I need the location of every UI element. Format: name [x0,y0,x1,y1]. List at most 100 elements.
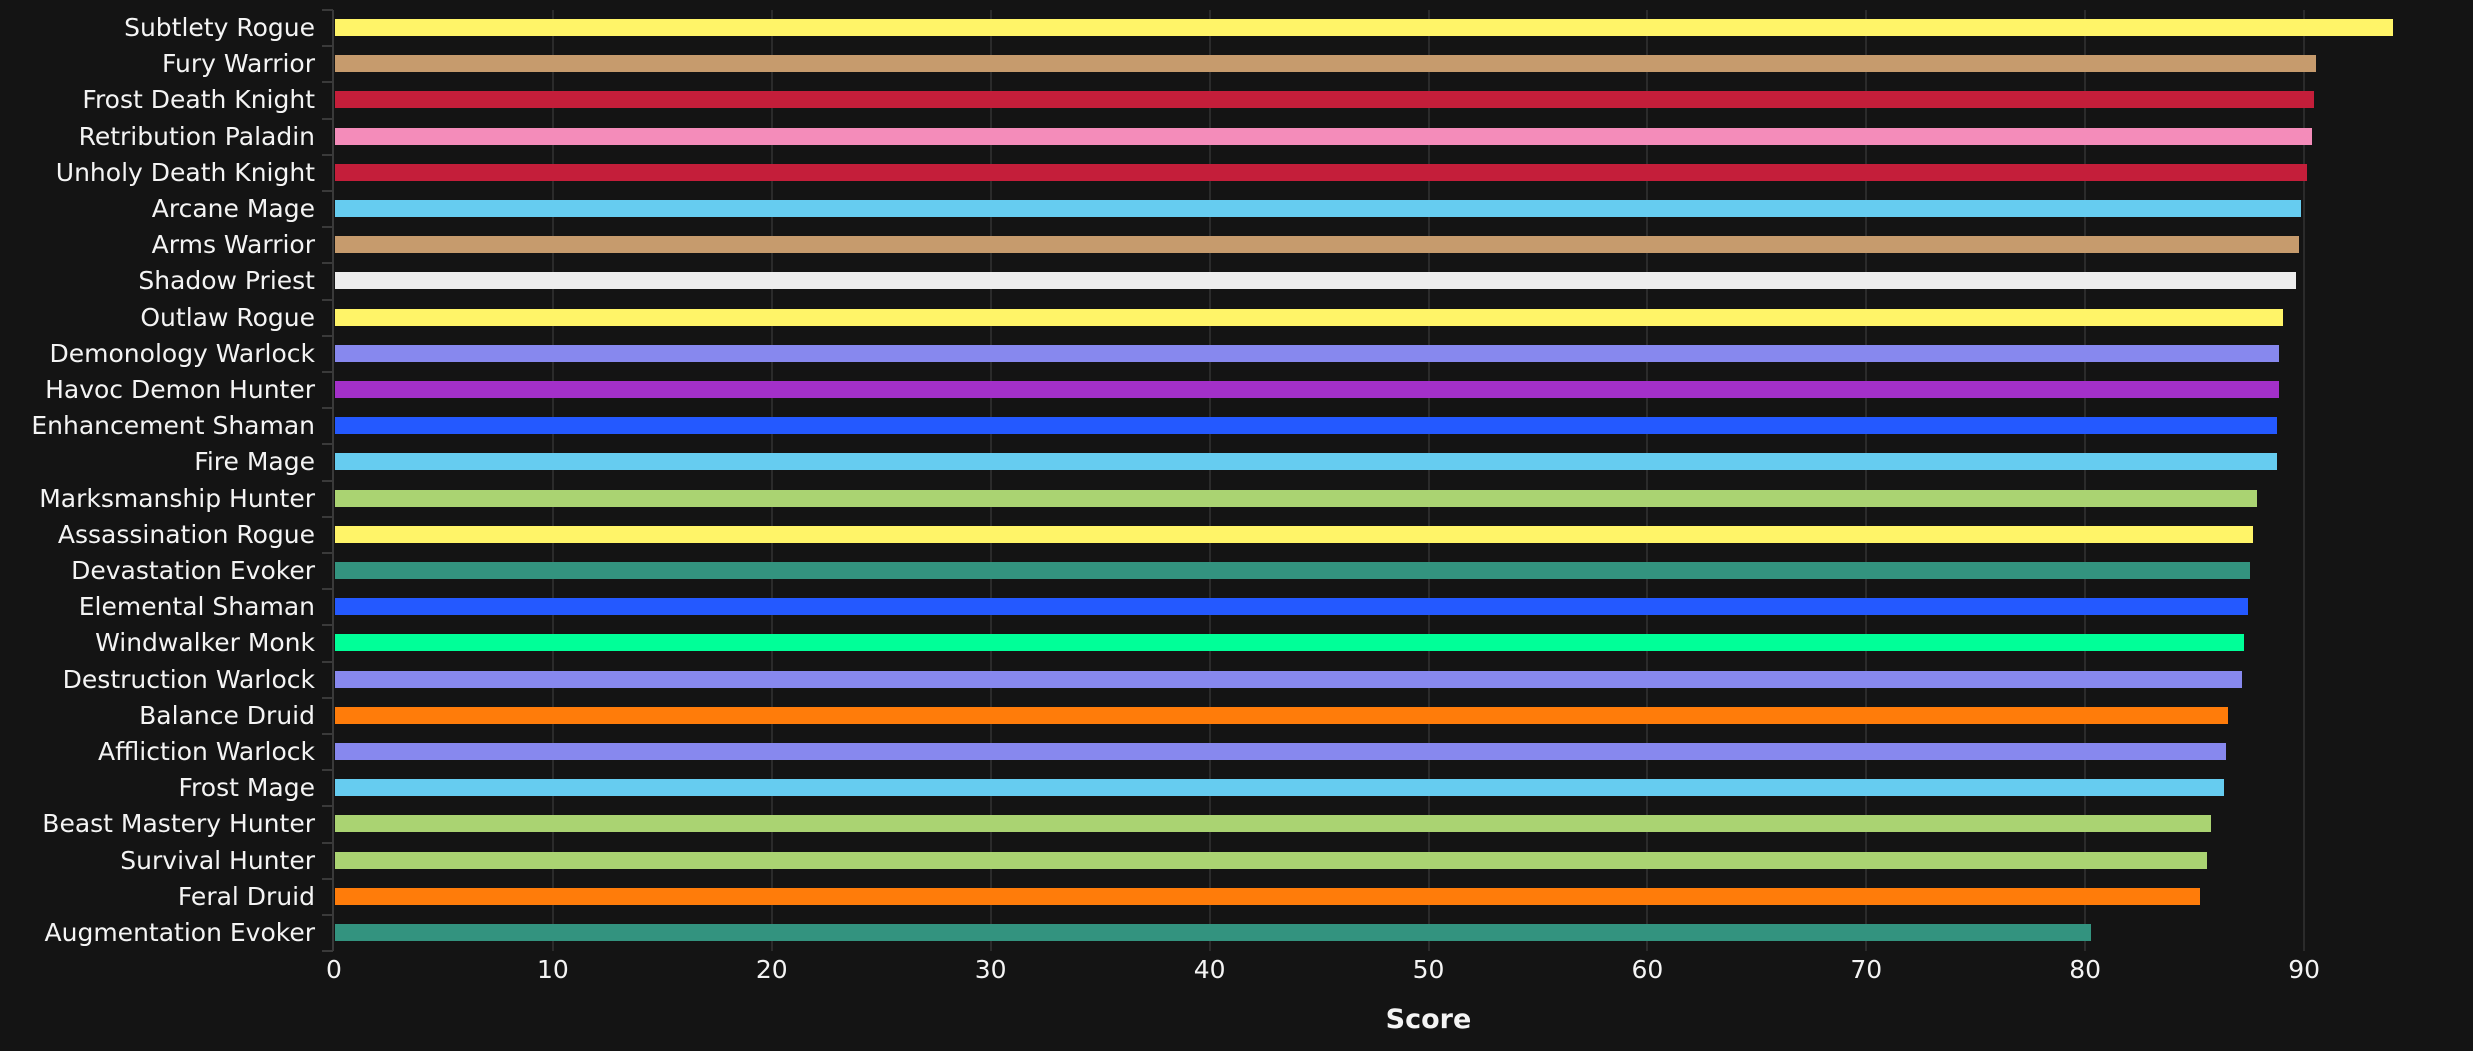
bar-row: Subtlety Rogue [0,10,2473,46]
y-tick-mark [322,153,333,156]
bar[interactable] [335,815,2211,833]
bar-row: Assassination Rogue [0,517,2473,553]
bar[interactable] [335,308,2284,326]
bar-row: Fire Mage [0,444,2473,480]
y-tick-mark [322,552,333,554]
bar[interactable] [335,489,2257,507]
category-label: Subtlety Rogue [124,13,315,42]
bar[interactable] [335,91,2314,109]
x-tick-label: 70 [1850,955,1883,984]
category-label: Shadow Priest [138,266,315,296]
y-tick-mark [322,45,333,48]
x-tick-label: 60 [1631,955,1664,984]
bar-row: Havoc Demon Hunter [0,372,2473,408]
bar-row: Feral Druid [0,879,2473,915]
y-tick-mark [322,769,333,772]
y-tick-mark [322,950,333,953]
y-tick-mark [322,334,333,337]
x-tick-label: 0 [326,955,342,984]
bar[interactable] [335,272,2297,290]
bar[interactable] [335,779,2225,797]
category-label: Fury Warrior [162,49,315,79]
bar[interactable] [335,887,2201,905]
x-tick-label: 30 [974,955,1007,984]
y-tick-mark [322,479,333,482]
bar-row: Unholy Death Knight [0,155,2473,191]
bar[interactable] [335,381,2279,398]
y-tick-mark [322,443,333,446]
bar[interactable] [335,453,2277,471]
bar-row: Frost Death Knight [0,82,2473,118]
bar-row: Retribution Paladin [0,119,2473,155]
bar[interactable] [335,19,2393,36]
gridline-30 [989,10,992,951]
bar[interactable] [335,851,2207,869]
x-tick-label: 10 [536,955,569,984]
category-label: Beast Mastery Hunter [42,809,315,839]
bar[interactable] [335,670,2242,688]
x-tick-label: 80 [2069,955,2102,984]
bar-row: Devastation Evoker [0,553,2473,589]
bar[interactable] [335,344,2279,362]
bar[interactable] [335,706,2229,724]
y-axis-line [332,10,334,951]
bar[interactable] [335,417,2277,435]
bar-row: Beast Mastery Hunter [0,806,2473,842]
gridline-90 [2303,10,2306,951]
category-label: Affliction Warlock [98,737,315,766]
bar[interactable] [335,163,2308,181]
bar[interactable] [335,924,2091,941]
bar[interactable] [335,743,2227,760]
x-tick-label: 20 [755,955,788,984]
bar-row: Fury Warrior [0,46,2473,82]
bar-row: Frost Mage [0,770,2473,806]
y-tick-mark [322,226,333,229]
bar[interactable] [335,236,2299,254]
y-tick-mark [322,190,333,192]
category-label: Balance Druid [139,700,315,730]
bar-row: Elemental Shaman [0,589,2473,625]
y-tick-mark [322,914,333,916]
bar[interactable] [335,200,2301,217]
x-tick-label: 90 [2288,955,2320,984]
gridline-20 [770,10,773,951]
bar-row: Destruction Warlock [0,662,2473,698]
bar-row: Outlaw Rogue [0,300,2473,336]
y-tick-mark [322,371,333,373]
y-tick-mark [322,733,333,735]
y-tick-mark [322,841,333,844]
bar[interactable] [335,127,2312,145]
bar-row: Arms Warrior [0,227,2473,263]
category-label: Destruction Warlock [62,664,315,694]
bar[interactable] [335,598,2249,616]
category-label: Devastation Evoker [71,556,315,585]
category-label: Retribution Paladin [78,121,315,151]
y-tick-mark [322,805,333,808]
bar-row: Enhancement Shaman [0,408,2473,444]
y-tick-mark [322,624,333,627]
category-label: Windwalker Monk [95,628,315,658]
bar-row: Affliction Warlock [0,734,2473,770]
bar[interactable] [335,55,2317,73]
gridline-70 [1865,10,1868,951]
category-label: Elemental Shaman [78,592,315,622]
category-label: Feral Druid [177,881,315,911]
y-tick-mark [322,588,333,591]
bar-row: Shadow Priest [0,263,2473,299]
gridline-60 [1646,10,1649,951]
y-tick-mark [322,81,333,84]
gridline-40 [1208,10,1211,951]
category-label: Marksmanship Hunter [39,483,315,513]
category-label: Fire Mage [194,447,315,477]
category-label: Augmentation Evoker [44,918,315,947]
bar[interactable] [335,634,2244,652]
y-tick-mark [322,696,333,699]
bar-row: Balance Druid [0,698,2473,734]
bar-row: Survival Hunter [0,843,2473,879]
y-tick-mark [322,262,333,265]
bar[interactable] [335,562,2251,579]
y-tick-mark [322,660,333,663]
category-label: Arcane Mage [151,194,315,223]
bar[interactable] [335,525,2253,543]
